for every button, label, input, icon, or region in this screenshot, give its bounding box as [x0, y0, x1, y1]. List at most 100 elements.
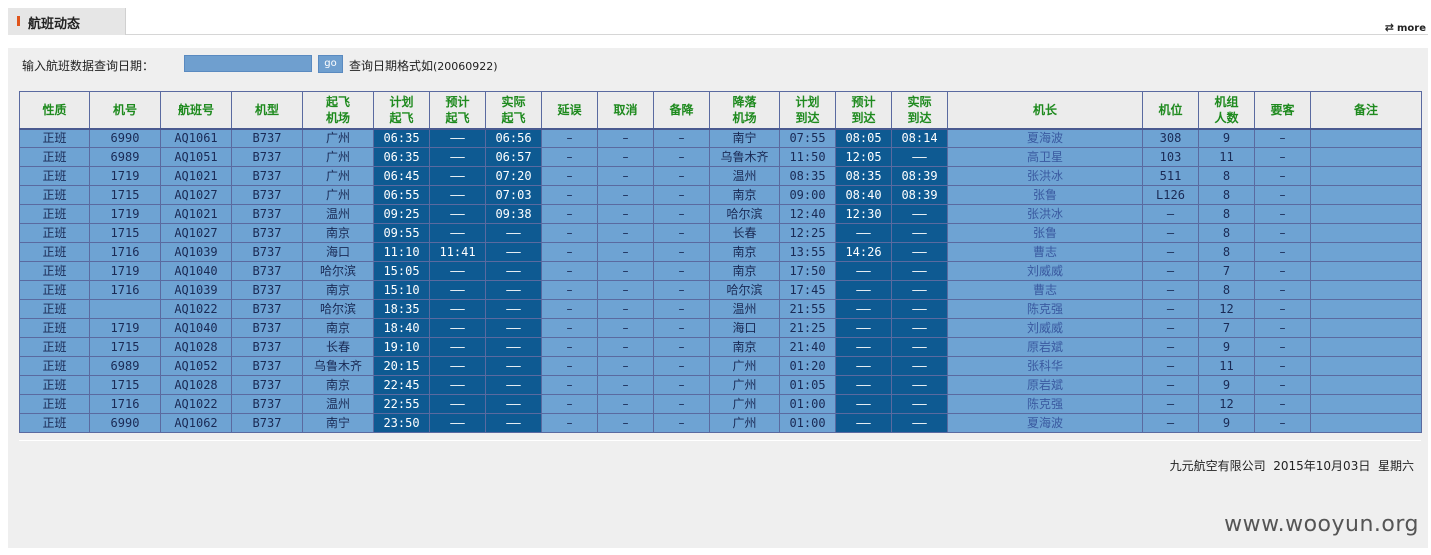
table-cell: 长春: [709, 223, 780, 243]
table-cell: 海口: [709, 318, 780, 338]
table-cell: 正班: [19, 147, 90, 167]
table-cell: ——: [835, 280, 892, 300]
table-cell: –: [541, 375, 598, 395]
table-cell: 1716: [89, 280, 161, 300]
more-link[interactable]: ⇄ more: [1385, 21, 1426, 34]
table-cell: 1715: [89, 375, 161, 395]
table-cell: –: [597, 166, 654, 186]
table-cell: 8: [1198, 223, 1255, 243]
table-cell: 南京: [302, 280, 374, 300]
table-cell: ——: [429, 204, 486, 224]
company-name: 九元航空有限公司: [1169, 459, 1266, 473]
column-header: 备降: [653, 91, 710, 130]
table-cell: 陈克强: [947, 394, 1143, 414]
table-cell: –: [1142, 261, 1199, 281]
table-cell: ——: [835, 356, 892, 376]
table-cell: AQ1051: [160, 147, 232, 167]
column-header: 预计 起飞: [429, 91, 486, 130]
table-cell: 11:41: [429, 242, 486, 262]
table-cell: 11: [1198, 356, 1255, 376]
query-date-input[interactable]: [184, 55, 312, 72]
go-button[interactable]: go: [318, 55, 343, 73]
column-header: 降落 机场: [709, 91, 780, 130]
column-header: 计划 起飞: [373, 91, 430, 130]
flight-table: 性质 机号 航班号 机型 起飞 机场 计划 起飞 预计 起飞 实际 起飞 延误 取消 备降 降落 机场…: [19, 91, 1422, 433]
table-cell: –: [597, 185, 654, 205]
table-cell: 广州: [709, 394, 780, 414]
table-cell: 南京: [709, 242, 780, 262]
column-header: 预计 到达: [835, 91, 892, 130]
table-cell: ——: [429, 356, 486, 376]
query-bar: 输入航班数据查询日期： go 查询日期格式如(20060922): [22, 55, 922, 75]
table-cell: B737: [231, 185, 303, 205]
table-cell: 张科华: [947, 356, 1143, 376]
table-cell: 06:57: [485, 147, 542, 167]
current-date: 2015年10月03日: [1273, 459, 1371, 473]
table-cell: 8: [1198, 242, 1255, 262]
table-cell: –: [1254, 375, 1311, 395]
table-cell: 6990: [89, 128, 161, 148]
table-cell: ——: [485, 318, 542, 338]
table-cell: ——: [891, 375, 948, 395]
table-row: 正班 1715 AQ1027 B737 南京 09:55 —— —— – – – 长春 12:25 —— —…: [19, 223, 1422, 243]
table-cell: 511: [1142, 166, 1199, 186]
table-cell: –: [1254, 280, 1311, 300]
table-cell: –: [541, 185, 598, 205]
table-cell: ——: [485, 413, 542, 433]
table-cell: 308: [1142, 128, 1199, 148]
table-cell: B737: [231, 413, 303, 433]
table-cell: 1719: [89, 318, 161, 338]
table-row: 正班 6990 AQ1061 B737 广州 06:35 —— 06:56– – – 南宁 07:55…: [19, 128, 1422, 148]
table-cell: –: [541, 204, 598, 224]
date-format-hint-text: 查询日期格式如: [349, 59, 434, 73]
date-format-example: (20060922): [433, 60, 498, 73]
table-row: 正班 6990 AQ1062 B737 南宁 23:50 —— —— – – – 广州 01:00 —— —…: [19, 413, 1422, 433]
table-cell: –: [1142, 242, 1199, 262]
table-cell: 1715: [89, 185, 161, 205]
table-cell: 6990: [89, 413, 161, 433]
table-cell: 17:50: [779, 261, 836, 281]
table-cell: 南京: [709, 185, 780, 205]
column-header: 备注: [1310, 91, 1422, 130]
table-cell: 正班: [19, 356, 90, 376]
table-cell: 曹志: [947, 280, 1143, 300]
table-cell: –: [1254, 223, 1311, 243]
table-cell: ——: [891, 337, 948, 357]
table-cell: 温州: [302, 204, 374, 224]
table-cell: 18:40: [373, 318, 430, 338]
table-cell: ——: [835, 375, 892, 395]
table-row: 正班 1715 AQ1027 B737 广州 06:55 —— 07:03– – – 南京 09:00…: [19, 185, 1422, 205]
table-cell: –: [1254, 413, 1311, 433]
table-cell: 12:30: [835, 204, 892, 224]
table-row: 正班 AQ1022 B737 哈尔滨 18:35 —— —— – – – 温州 21:55 —— —— 陈克…: [19, 299, 1422, 319]
table-cell: 温州: [709, 299, 780, 319]
column-header: 实际 起飞: [485, 91, 542, 130]
table-cell: –: [1142, 413, 1199, 433]
title-accent-mark: [17, 16, 20, 26]
table-cell: 原岩斌: [947, 375, 1143, 395]
table-cell: 正班: [19, 242, 90, 262]
table-cell: ——: [429, 337, 486, 357]
table-cell: –: [597, 147, 654, 167]
table-cell: –: [541, 413, 598, 433]
table-cell: 高卫星: [947, 147, 1143, 167]
table-cell: 11:50: [779, 147, 836, 167]
table-cell: –: [653, 147, 710, 167]
table-cell: B737: [231, 204, 303, 224]
table-cell: 8: [1198, 166, 1255, 186]
table-cell: 22:45: [373, 375, 430, 395]
table-cell: 9: [1198, 337, 1255, 357]
table-cell: –: [653, 375, 710, 395]
table-cell: AQ1061: [160, 128, 232, 148]
table-cell: 12:05: [835, 147, 892, 167]
table-cell: –: [653, 261, 710, 281]
table-cell: 8: [1198, 185, 1255, 205]
table-cell: –: [1254, 204, 1311, 224]
table-cell: –: [1142, 318, 1199, 338]
table-cell: ——: [835, 413, 892, 433]
flight-status-panel: 输入航班数据查询日期： go 查询日期格式如(20060922) 性质 机号 航班号…: [8, 48, 1428, 548]
table-cell: 12:40: [779, 204, 836, 224]
table-cell: –: [1254, 242, 1311, 262]
table-cell: [1310, 261, 1422, 281]
table-cell: 广州: [302, 166, 374, 186]
